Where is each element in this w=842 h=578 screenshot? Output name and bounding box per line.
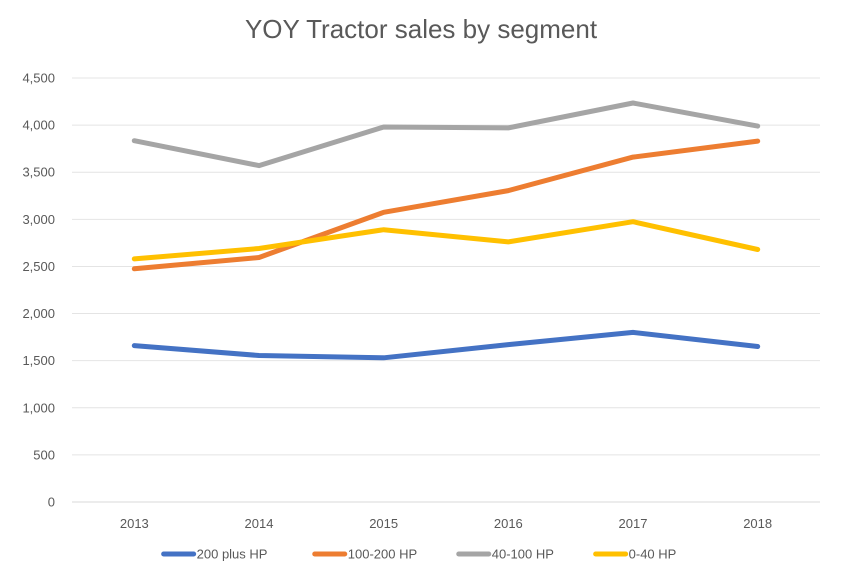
- legend-label: 100-200 HP: [348, 547, 417, 562]
- series-line-40-100-hp: [131, 100, 761, 169]
- legend: 200 plus HP 100-200 HP 40-100 HP 0-40 HP: [161, 547, 677, 562]
- series-line-100-200-hp: [131, 138, 761, 272]
- y-axis-tick-labels: 0 500 1,000 1,500 2,000 2,500 3,000 3,500 4,000 4…: [22, 71, 55, 510]
- y-tick-label: 1,500: [22, 353, 55, 368]
- series-line-0-40-hp: [131, 219, 761, 262]
- series-lines: [131, 100, 761, 361]
- y-tick-label: 1,000: [22, 400, 55, 415]
- x-axis-tick-labels: 2013 2014 2015 2016 2017 2018: [120, 516, 772, 531]
- chart-title: YOY Tractor sales by segment: [244, 14, 598, 44]
- y-tick-label: 2,000: [22, 306, 55, 321]
- gridlines: [72, 77, 820, 503]
- legend-label: 0-40 HP: [629, 547, 677, 562]
- y-tick-label: 4,000: [22, 118, 55, 133]
- y-tick-label: 3,500: [22, 165, 55, 180]
- x-tick-label: 2016: [494, 516, 523, 531]
- y-tick-label: 500: [33, 447, 55, 462]
- x-tick-label: 2018: [743, 516, 772, 531]
- x-tick-label: 2013: [120, 516, 149, 531]
- y-tick-label: 0: [48, 495, 55, 510]
- legend-label: 200 plus HP: [197, 547, 268, 562]
- x-tick-label: 2014: [245, 516, 274, 531]
- x-tick-label: 2017: [619, 516, 648, 531]
- y-tick-label: 4,500: [22, 71, 55, 86]
- x-tick-label: 2015: [369, 516, 398, 531]
- y-tick-label: 3,000: [22, 212, 55, 227]
- y-tick-label: 2,500: [22, 259, 55, 274]
- series-line-200-plus-hp: [131, 329, 761, 361]
- legend-label: 40-100 HP: [492, 547, 554, 562]
